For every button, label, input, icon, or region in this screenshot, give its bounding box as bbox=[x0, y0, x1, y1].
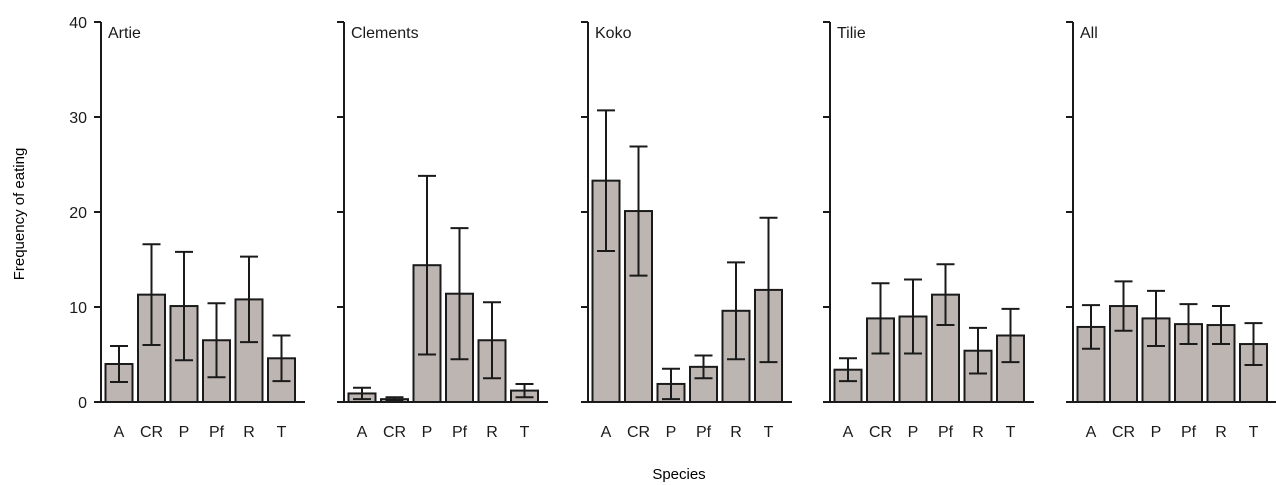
panel-title: All bbox=[1080, 25, 1098, 42]
x-tick-label: T bbox=[764, 424, 774, 441]
panel-title: Artie bbox=[108, 25, 141, 42]
x-tick-label: Pf bbox=[209, 424, 225, 441]
chart-panel-all: All A CR P Pf R T bbox=[1066, 21, 1276, 441]
bar-t bbox=[996, 334, 1025, 403]
x-tick-label: CR bbox=[627, 424, 650, 441]
x-tick-label: Pf bbox=[452, 424, 468, 441]
panel-title: Koko bbox=[595, 25, 632, 42]
x-tick-label: T bbox=[277, 424, 287, 441]
x-tick-label: A bbox=[1086, 424, 1097, 441]
panel-title: Clements bbox=[351, 25, 419, 42]
x-tick-label: CR bbox=[869, 424, 892, 441]
bar-cr bbox=[866, 317, 895, 403]
x-tick-label: Pf bbox=[1181, 424, 1197, 441]
chart-panel-artie: 0 10 20 30 40 Artie A CR P Pf R T bbox=[69, 15, 305, 441]
x-tick-label: T bbox=[1249, 424, 1259, 441]
x-tick-label: CR bbox=[140, 424, 163, 441]
chart-panel-koko: Koko A CR P Pf R T bbox=[581, 21, 792, 441]
x-tick-label: R bbox=[243, 424, 255, 441]
x-tick-label: T bbox=[520, 424, 530, 441]
x-tick-label: P bbox=[908, 424, 919, 441]
y-axis-label: Frequency of eating bbox=[11, 148, 28, 281]
y-tick-label: 30 bbox=[69, 110, 87, 127]
y-tick-label: 40 bbox=[69, 15, 87, 32]
x-tick-label: P bbox=[422, 424, 433, 441]
x-axis-label: Species bbox=[652, 466, 705, 483]
x-tick-label: R bbox=[730, 424, 742, 441]
chart-panel-tilie: Tilie A CR P Pf R T bbox=[823, 21, 1034, 441]
panel-title: Tilie bbox=[837, 25, 866, 42]
y-tick-label: 0 bbox=[78, 395, 87, 412]
x-tick-label: R bbox=[1215, 424, 1227, 441]
x-tick-label: R bbox=[972, 424, 984, 441]
x-tick-label: CR bbox=[1112, 424, 1135, 441]
y-tick-label: 10 bbox=[69, 300, 87, 317]
x-tick-label: R bbox=[486, 424, 498, 441]
x-tick-label: A bbox=[843, 424, 854, 441]
x-tick-label: T bbox=[1006, 424, 1016, 441]
x-tick-label: Pf bbox=[938, 424, 954, 441]
x-tick-label: A bbox=[601, 424, 612, 441]
x-tick-label: CR bbox=[383, 424, 406, 441]
y-tick-label: 20 bbox=[69, 205, 87, 222]
x-tick-label: P bbox=[1151, 424, 1162, 441]
x-tick-label: P bbox=[666, 424, 677, 441]
x-tick-label: P bbox=[179, 424, 190, 441]
x-tick-label: Pf bbox=[696, 424, 712, 441]
chart-panel-clements: Clements A CR P Pf R T bbox=[337, 21, 548, 441]
x-tick-label: A bbox=[114, 424, 125, 441]
x-tick-label: A bbox=[357, 424, 368, 441]
